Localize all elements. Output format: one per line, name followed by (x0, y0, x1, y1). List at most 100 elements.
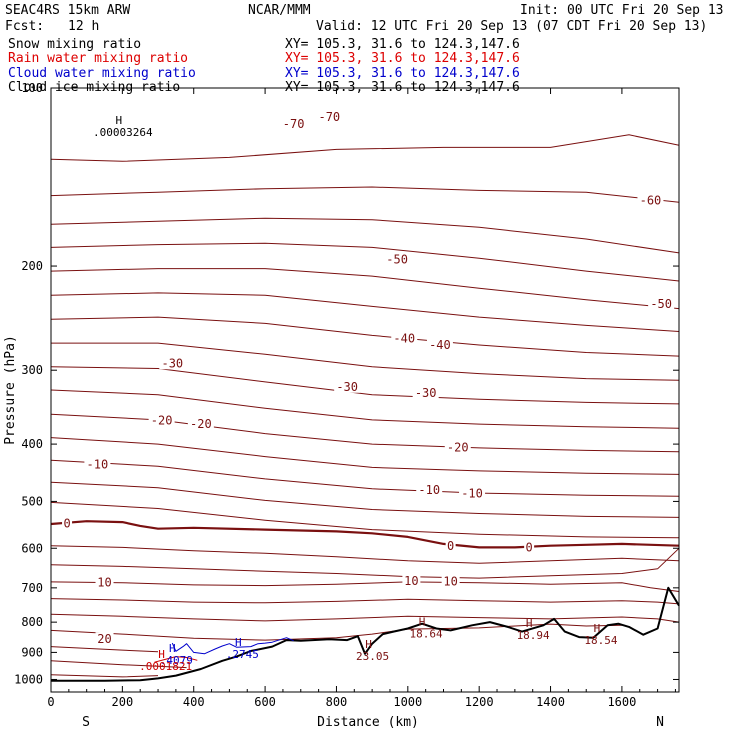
series-isotherm-2 (50, 217, 680, 254)
series-isotherm-5 (50, 292, 680, 332)
x-tick-label: 800 (326, 695, 348, 709)
max-marker: H (526, 617, 533, 630)
x-tick-label: 200 (112, 695, 134, 709)
contour-label-bg (402, 574, 421, 588)
legend-xy-snow: XY= 105.3, 31.6 to 124.3,147.6 (285, 37, 520, 52)
org-title: NCAR/MMM (248, 3, 311, 18)
max-marker: H (235, 636, 242, 649)
contour-label-bg (95, 632, 114, 646)
y-tick-label: 300 (21, 363, 43, 377)
contour-label-bg (524, 540, 535, 554)
contour-label-bg (384, 252, 411, 266)
init-time: Init: 00 UTC Fri 20 Sep 13 (520, 3, 724, 18)
fcst-label: Fcst: (5, 19, 45, 34)
series-freezing-15 (50, 520, 680, 549)
contour-label-bg (459, 486, 486, 500)
max-value: 18.94 (517, 629, 550, 642)
series-isotherm-4 (50, 268, 680, 310)
series-cloud-26 (171, 637, 294, 655)
max-marker: H (594, 622, 601, 635)
contour-label: -10 (418, 483, 440, 497)
contour-label: -20 (447, 440, 469, 454)
contour-label: -30 (415, 386, 437, 400)
series-isotherm-6 (50, 316, 680, 357)
series-rain-27 (154, 656, 198, 663)
series-isotherm-10 (50, 413, 680, 453)
series-isotherm-23 (50, 660, 187, 669)
contour-label-bg (187, 417, 214, 431)
max-marker: H (419, 615, 426, 628)
y-tick-label: 400 (21, 437, 43, 451)
contour-label: -70 (283, 117, 305, 131)
y-axis-label: Pressure (hPa) (3, 335, 18, 445)
series-isotherm-8 (50, 366, 680, 405)
contour-label: -50 (386, 253, 408, 267)
contour-label: 20 (97, 632, 111, 646)
contour-label-bg (444, 440, 471, 454)
contour-label-bg (441, 574, 460, 588)
valid-time: Valid: 12 UTC Fri 20 Sep 13 (07 CDT Fri … (316, 19, 708, 34)
legend-name-rain: Rain water mixing ratio (8, 51, 189, 66)
contour-label: -30 (336, 380, 358, 394)
series-isotherm-21 (50, 623, 622, 641)
series-isotherm-18 (50, 581, 680, 592)
contour-label-bg (316, 110, 343, 124)
contour-label-bg (95, 575, 114, 589)
contour-label: 0 (447, 539, 454, 553)
x-tick-label: 1400 (536, 695, 565, 709)
series-isotherm-1 (50, 186, 680, 203)
contour-label: -70 (318, 110, 340, 124)
contour-label: -60 (640, 194, 662, 208)
contour-label: -50 (650, 297, 672, 311)
series-isotherm-16 (50, 545, 680, 564)
contour-label: -10 (461, 487, 483, 501)
contour-label-bg (412, 386, 439, 400)
contour-label-bg (334, 379, 361, 393)
series-isotherm-7 (51, 342, 680, 381)
series-isotherm-9 (50, 389, 680, 429)
max-marker: H (365, 638, 372, 651)
max-value: .00003264 (93, 126, 153, 139)
legend-xy-rain: XY= 105.3, 31.6 to 124.3,147.6 (285, 51, 520, 66)
legend-name-snow: Snow mixing ratio (8, 37, 142, 52)
y-tick-label: 1000 (14, 672, 43, 686)
y-tick-label: 200 (21, 259, 43, 273)
max-value: .0001821 (139, 660, 192, 673)
legend-xy-cloud-water: XY= 105.3, 31.6 to 124.3,147.6 (285, 66, 520, 81)
y-tick-label: 500 (21, 494, 43, 508)
series-isotherm-0 (50, 134, 680, 162)
x-tick-label: 1000 (393, 695, 422, 709)
x-axis-left-end-label: S (82, 715, 90, 730)
contour-label-bg (648, 297, 675, 311)
x-tick-label: 400 (183, 695, 205, 709)
max-value: 18.54 (584, 634, 617, 647)
contour-label: 10 (97, 575, 111, 589)
series-isotherm-24 (50, 674, 159, 678)
x-tick-label: 600 (254, 695, 276, 709)
y-tick-label: 800 (21, 615, 43, 629)
contour-label: -40 (429, 338, 451, 352)
contour-label: 10 (443, 575, 457, 589)
model-title: SEAC4RS 15km ARW (5, 3, 131, 18)
series-isotherm-22 (50, 646, 159, 653)
contour-label-bg (148, 413, 175, 427)
x-tick-label: 1600 (607, 695, 636, 709)
x-axis-right-end-label: N (656, 715, 664, 730)
contour-label-bg (445, 539, 456, 553)
contour-label: -10 (87, 457, 109, 471)
plot-frame (50, 87, 680, 693)
contour-label-bg (637, 193, 664, 207)
x-tick-label: 1200 (465, 695, 494, 709)
series-isotherm-20 (50, 613, 680, 623)
series-isotherm-19 (50, 598, 680, 605)
x-tick-label: 0 (47, 695, 54, 709)
series-isotherm-12 (50, 459, 680, 497)
contour-label-bg (62, 516, 73, 530)
contour-label: -20 (151, 414, 173, 428)
contour-label: -30 (161, 356, 183, 370)
contour-label-bg (280, 116, 307, 130)
series-isotherm-11 (50, 437, 680, 475)
y-tick-label: 100 (21, 81, 43, 95)
series-isotherm-17 (50, 547, 680, 579)
series-isotherm-3 (50, 242, 680, 282)
